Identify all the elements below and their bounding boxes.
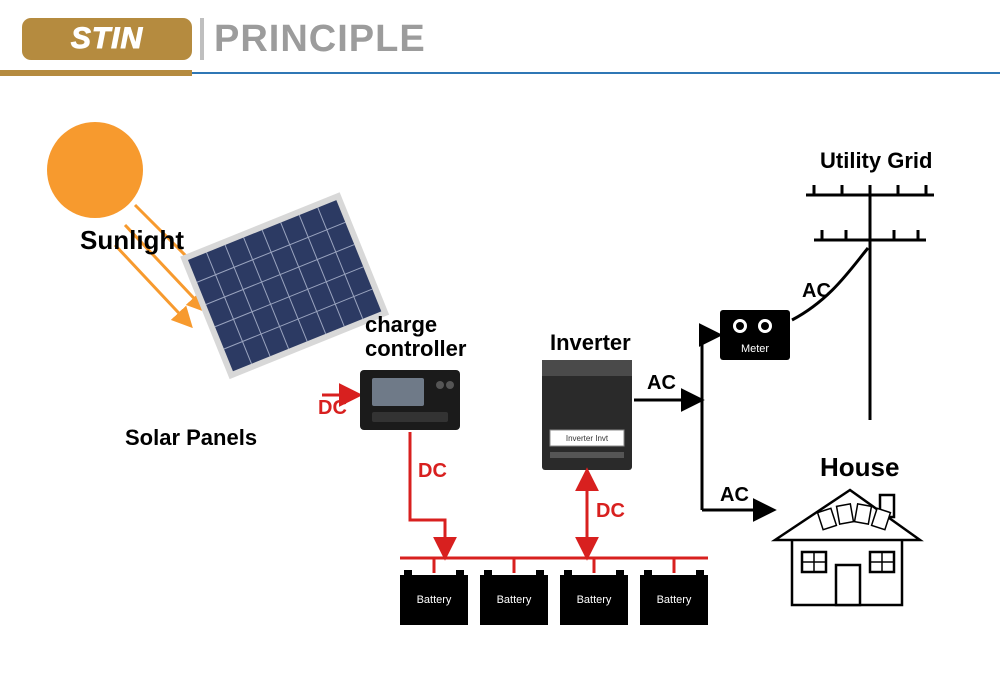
utility-grid-label: Utility Grid (820, 148, 932, 174)
wire-dc-controller-battery (410, 432, 445, 556)
solar-panels-label: Solar Panels (125, 425, 257, 451)
meter-icon: Meter (720, 310, 790, 360)
svg-text:Battery: Battery (657, 594, 692, 606)
sunlight-label: Sunlight (80, 225, 184, 256)
battery-bank: Battery Battery Battery Battery (400, 558, 708, 625)
svg-text:Battery: Battery (417, 594, 452, 606)
charge-controller-label-2: controller (365, 336, 466, 362)
sun-ray (115, 245, 190, 325)
sun-icon (47, 122, 143, 218)
ac-label: AC (720, 484, 749, 507)
battery-icon: Battery (400, 558, 468, 625)
dc-label: DC (418, 460, 447, 483)
charge-controller-icon (360, 370, 460, 430)
inverter-label: Inverter (550, 330, 631, 356)
battery-icon: Battery (480, 558, 548, 625)
svg-text:Battery: Battery (577, 594, 612, 606)
dc-label: DC (318, 397, 347, 420)
house-label: House (820, 452, 899, 483)
house-icon (775, 490, 920, 605)
svg-text:Meter: Meter (741, 343, 769, 355)
inverter-icon: Inverter Invt (542, 360, 632, 470)
diagram-canvas: Inverter Invt Battery Battery Battery (0, 0, 1000, 690)
battery-icon: Battery (560, 558, 628, 625)
ac-label: AC (802, 280, 831, 303)
dc-label: DC (596, 500, 625, 523)
solar-panel-icon (180, 192, 389, 379)
inverter-small-label: Inverter Invt (566, 434, 609, 443)
svg-text:Battery: Battery (497, 594, 532, 606)
battery-icon: Battery (640, 558, 708, 625)
ac-label: AC (647, 372, 676, 395)
charge-controller-label-1: charge (365, 312, 437, 338)
